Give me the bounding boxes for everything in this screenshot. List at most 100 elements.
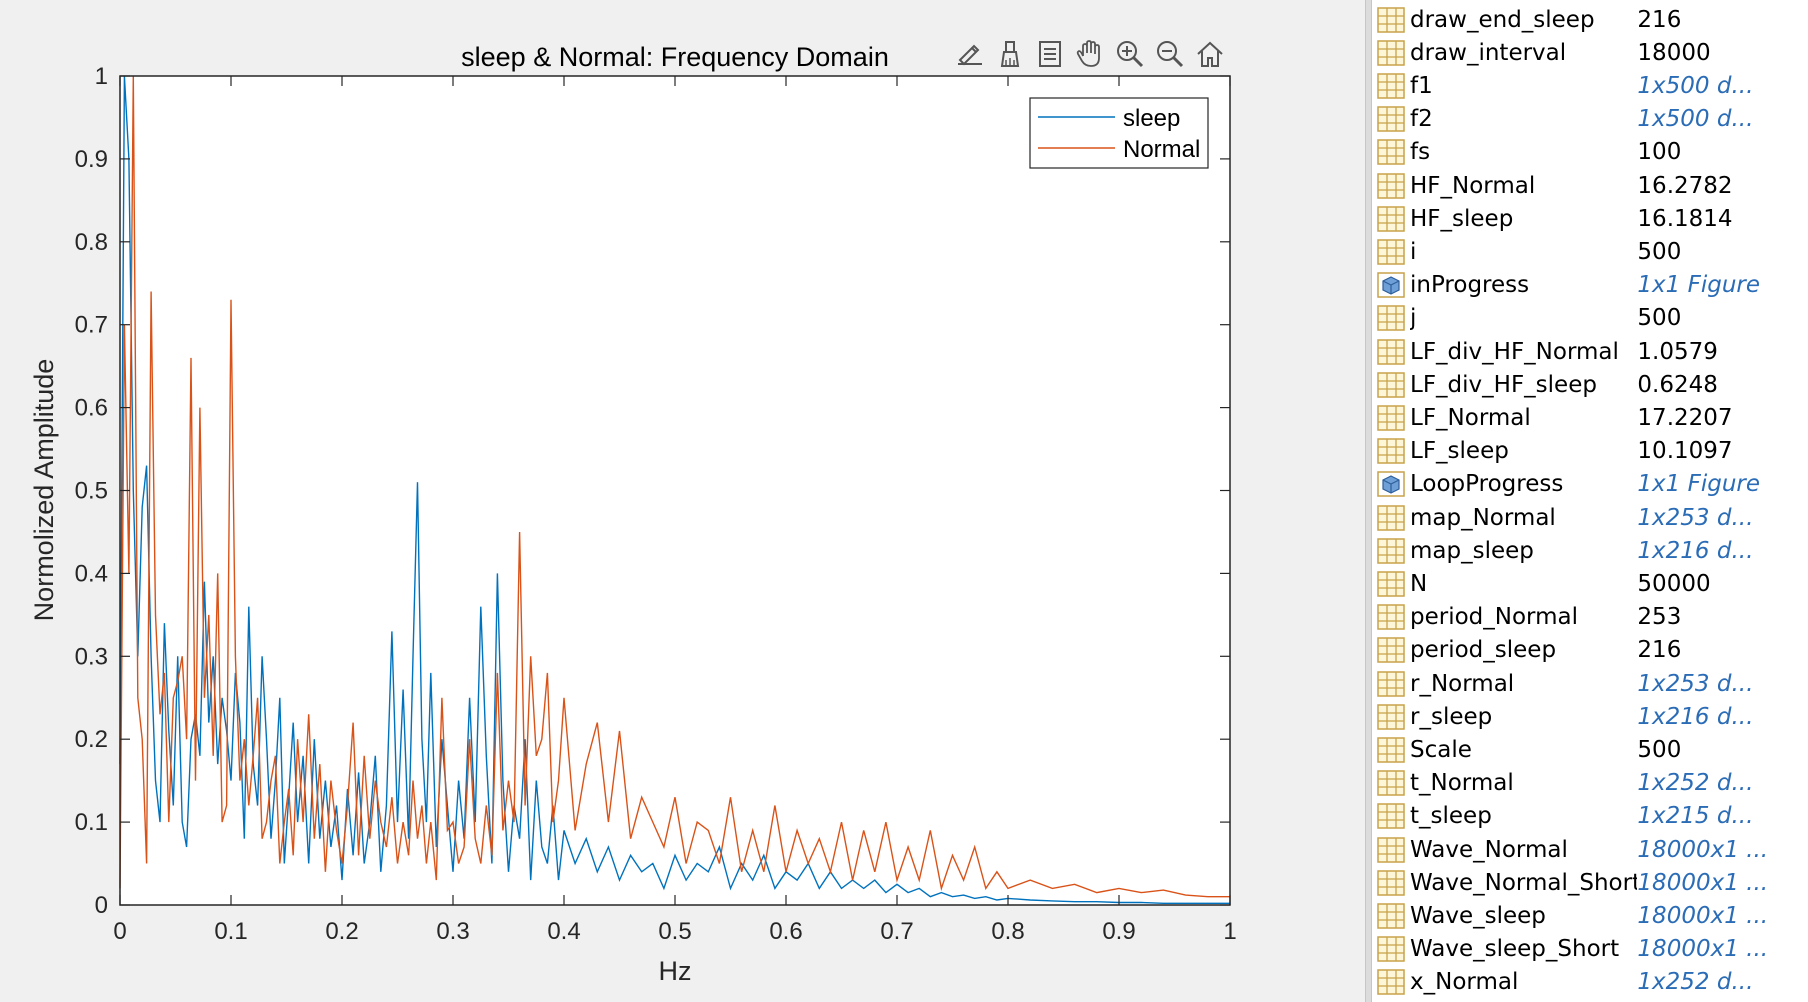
- variable-name: Wave_sleep: [1410, 902, 1546, 929]
- variable-value[interactable]: 18000x1 ...: [1637, 936, 1769, 963]
- zoom-in-button[interactable]: [1112, 36, 1148, 72]
- workspace-variable-row[interactable]: period_Normal 253: [1372, 601, 1808, 634]
- workspace-variable-row[interactable]: f2 1x500 d...: [1372, 103, 1808, 136]
- variable-value[interactable]: 1x252 d...: [1637, 969, 1754, 996]
- variable-value[interactable]: 1x500 d...: [1637, 106, 1754, 133]
- workspace-variable-row[interactable]: x_Normal 1x252 d...: [1372, 966, 1808, 999]
- workspace-variable-row[interactable]: LF_sleep 10.1097: [1372, 435, 1808, 468]
- y-tick-label: 0: [95, 892, 108, 919]
- variable-value[interactable]: 18000x1 ...: [1637, 836, 1769, 863]
- y-tick-label: 0.6: [75, 395, 108, 422]
- matrix-icon: [1377, 571, 1405, 597]
- x-tick-label: 0.3: [436, 918, 469, 945]
- workspace-variable-row[interactable]: draw_end_sleep 216: [1372, 3, 1808, 36]
- data-cursor-button[interactable]: [1032, 36, 1068, 72]
- x-tick-label: 0: [113, 918, 126, 945]
- series-line-normal[interactable]: [119, 75, 1230, 898]
- series-line-sleep[interactable]: [119, 75, 1230, 904]
- workspace-variable-row[interactable]: t_sleep 1x215 d...: [1372, 800, 1808, 833]
- legend[interactable]: sleep Normal: [1029, 97, 1209, 169]
- y-axis-label: Normolized Amplitude: [29, 359, 59, 622]
- matrix-icon: [1377, 670, 1405, 697]
- variable-value[interactable]: 1x216 d...: [1637, 703, 1754, 730]
- y-tick-label: 1: [95, 63, 108, 90]
- workspace-variable-row[interactable]: j 500: [1372, 302, 1808, 335]
- variable-name: map_Normal: [1410, 504, 1556, 531]
- variable-value[interactable]: 18000x1 ...: [1637, 902, 1769, 929]
- matrix-icon: [1377, 371, 1405, 398]
- data-cursor-icon: [1039, 41, 1061, 67]
- variable-value[interactable]: 18000x1 ...: [1637, 869, 1769, 896]
- workspace-variable-row[interactable]: Wave_sleep_Short 18000x1 ...: [1372, 933, 1808, 966]
- y-tick-label: 0.9: [75, 146, 108, 173]
- workspace-variable-row[interactable]: Wave_sleep 18000x1 ...: [1372, 899, 1808, 932]
- chart-title: sleep & Normal: Frequency Domain: [461, 42, 889, 72]
- pan-button[interactable]: [1072, 36, 1108, 72]
- workspace-browser: draw_end_sleep 216 draw_interval 18000 f1 1x5…: [1372, 0, 1808, 1002]
- brush-button[interactable]: [992, 36, 1028, 72]
- variable-value[interactable]: 1x253 d...: [1637, 504, 1754, 531]
- matrix-icon: [1377, 6, 1405, 33]
- workspace-variable-row[interactable]: inProgress 1x1 Figure: [1372, 269, 1808, 302]
- workspace-variable-row[interactable]: i 500: [1372, 235, 1808, 268]
- workspace-variable-row[interactable]: f1 1x500 d...: [1372, 69, 1808, 102]
- workspace-variable-row[interactable]: period_sleep 216: [1372, 634, 1808, 667]
- matrix-icon: [1377, 737, 1405, 763]
- y-tick-label: 0.8: [75, 229, 108, 256]
- variable-value[interactable]: 1x216 d...: [1637, 537, 1754, 564]
- edit-plot-button[interactable]: [952, 36, 988, 72]
- workspace-variable-row[interactable]: HF_Normal 16.2782: [1372, 169, 1808, 202]
- panel-splitter[interactable]: [1365, 0, 1372, 1002]
- workspace-variable-row[interactable]: fs 100: [1372, 136, 1808, 169]
- workspace-variable-row[interactable]: t_Normal 1x252 d...: [1372, 767, 1808, 800]
- workspace-variable-row[interactable]: r_Normal 1x253 d...: [1372, 667, 1808, 700]
- workspace-variable-row[interactable]: LoopProgress 1x1 Figure: [1372, 468, 1808, 501]
- workspace-variable-row[interactable]: LF_div_HF_sleep 0.6248: [1372, 368, 1808, 401]
- x-tick-label: 0.9: [1102, 918, 1135, 945]
- home-button[interactable]: [1192, 36, 1228, 72]
- variable-value: 0.6248: [1637, 371, 1718, 398]
- workspace-variable-row[interactable]: draw_interval 18000: [1372, 36, 1808, 69]
- variable-value: 10.1097: [1637, 438, 1733, 465]
- workspace-variable-row[interactable]: map_Normal 1x253 d...: [1372, 501, 1808, 534]
- axes-background: [120, 76, 1230, 905]
- matrix-icon: [1377, 537, 1405, 564]
- plot-canvas[interactable]: 0 0.1 0.2 0.3 0.4 0.5 0.6 0.7 0.8 0.9 1 0 0.1 0.2 0.3 0…: [0, 0, 1365, 1002]
- variable-value[interactable]: 1x1 Figure: [1637, 471, 1761, 498]
- matrix-icon: [1377, 770, 1405, 796]
- variable-name: period_sleep: [1410, 637, 1557, 664]
- matrix-icon: [1377, 239, 1405, 265]
- variable-name: LF_div_HF_Normal: [1410, 338, 1619, 365]
- x-tick-label: 0.4: [547, 918, 580, 945]
- variable-name: draw_interval: [1410, 39, 1567, 66]
- variable-name: fs: [1410, 139, 1431, 166]
- variable-value[interactable]: 1x215 d...: [1637, 803, 1754, 830]
- variable-value[interactable]: 1x252 d...: [1637, 770, 1754, 797]
- variable-value: 50000: [1637, 570, 1711, 597]
- variable-value[interactable]: 1x253 d...: [1637, 670, 1754, 697]
- workspace-variable-row[interactable]: LF_Normal 17.2207: [1372, 401, 1808, 434]
- workspace-variable-row[interactable]: r_sleep 1x216 d...: [1372, 700, 1808, 733]
- variable-value[interactable]: 1x500 d...: [1637, 72, 1754, 99]
- workspace-variable-row[interactable]: map_sleep 1x216 d...: [1372, 534, 1808, 567]
- workspace-variable-row[interactable]: Wave_Normal 18000x1 ...: [1372, 833, 1808, 866]
- matrix-icon: [1377, 73, 1405, 99]
- workspace-variable-row[interactable]: N 50000: [1372, 567, 1808, 600]
- matrix-icon: [1377, 604, 1405, 630]
- variable-value[interactable]: 1x1 Figure: [1637, 272, 1761, 299]
- workspace-variable-row[interactable]: Wave_Normal_Short 18000x1 ...: [1372, 866, 1808, 899]
- variable-name: t_Normal: [1410, 770, 1514, 797]
- workspace-variable-row[interactable]: HF_sleep 16.1814: [1372, 202, 1808, 235]
- workspace-variable-row[interactable]: LF_div_HF_Normal 1.0579: [1372, 335, 1808, 368]
- matrix-icon: [1377, 969, 1405, 996]
- variable-value: 216: [1637, 637, 1682, 664]
- matrix-icon: [1377, 803, 1405, 830]
- figure-window: 0 0.1 0.2 0.3 0.4 0.5 0.6 0.7 0.8 0.9 1 0 0.1 0.2 0.3 0…: [0, 0, 1365, 1002]
- variable-value: 100: [1637, 139, 1682, 166]
- variable-name: j: [1410, 305, 1417, 332]
- workspace-variable-row[interactable]: Scale 500: [1372, 733, 1808, 766]
- matrix-icon: [1377, 703, 1405, 730]
- zoom-out-button[interactable]: [1152, 36, 1188, 72]
- variable-name: Wave_Normal: [1410, 836, 1568, 863]
- object-icon: [1377, 471, 1405, 498]
